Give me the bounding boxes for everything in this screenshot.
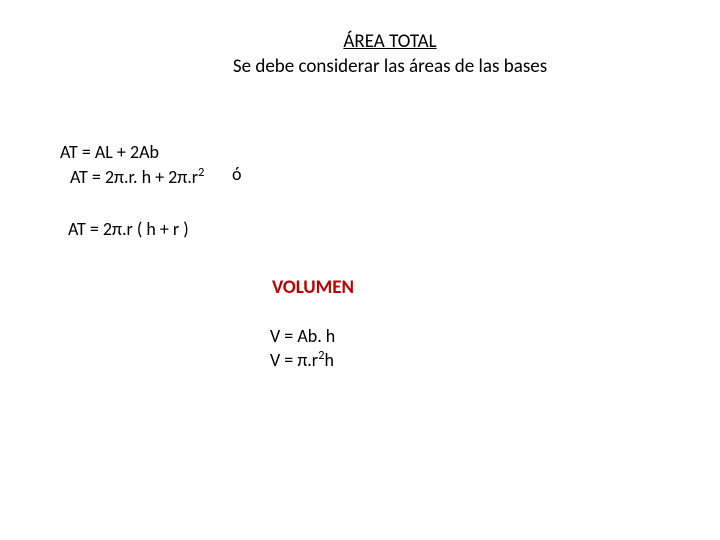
formula-v-2: V = π.r2h bbox=[270, 348, 335, 372]
formula-v-2-post: h bbox=[324, 349, 333, 371]
volume-formulas: V = Ab. h V = π.r2h bbox=[270, 324, 335, 373]
formula-at-3: AT = 2π.r ( h + r ) bbox=[68, 218, 189, 240]
formula-v-2-pre: V = π.r bbox=[270, 349, 318, 371]
area-total-formulas: AT = AL + 2Ab AT = 2π.r. h + 2π.r2 bbox=[60, 140, 204, 190]
title-subtitle: Se debe considerar las áreas de las base… bbox=[180, 55, 600, 80]
title-block: ÁREA TOTAL Se debe considerar las áreas … bbox=[180, 30, 600, 79]
formula-at-2-body: AT = 2π.r. h + 2π.r bbox=[70, 166, 198, 188]
title-area-total: ÁREA TOTAL bbox=[180, 30, 600, 55]
formula-v-1: V = Ab. h bbox=[270, 324, 335, 348]
or-separator: ó bbox=[232, 163, 242, 185]
formula-at-2: AT = 2π.r. h + 2π.r2 bbox=[60, 165, 204, 190]
volumen-heading: VOLUMEN bbox=[272, 276, 354, 299]
formula-at-2-sup: 2 bbox=[198, 165, 204, 180]
formula-at-1: AT = AL + 2Ab bbox=[60, 140, 204, 165]
